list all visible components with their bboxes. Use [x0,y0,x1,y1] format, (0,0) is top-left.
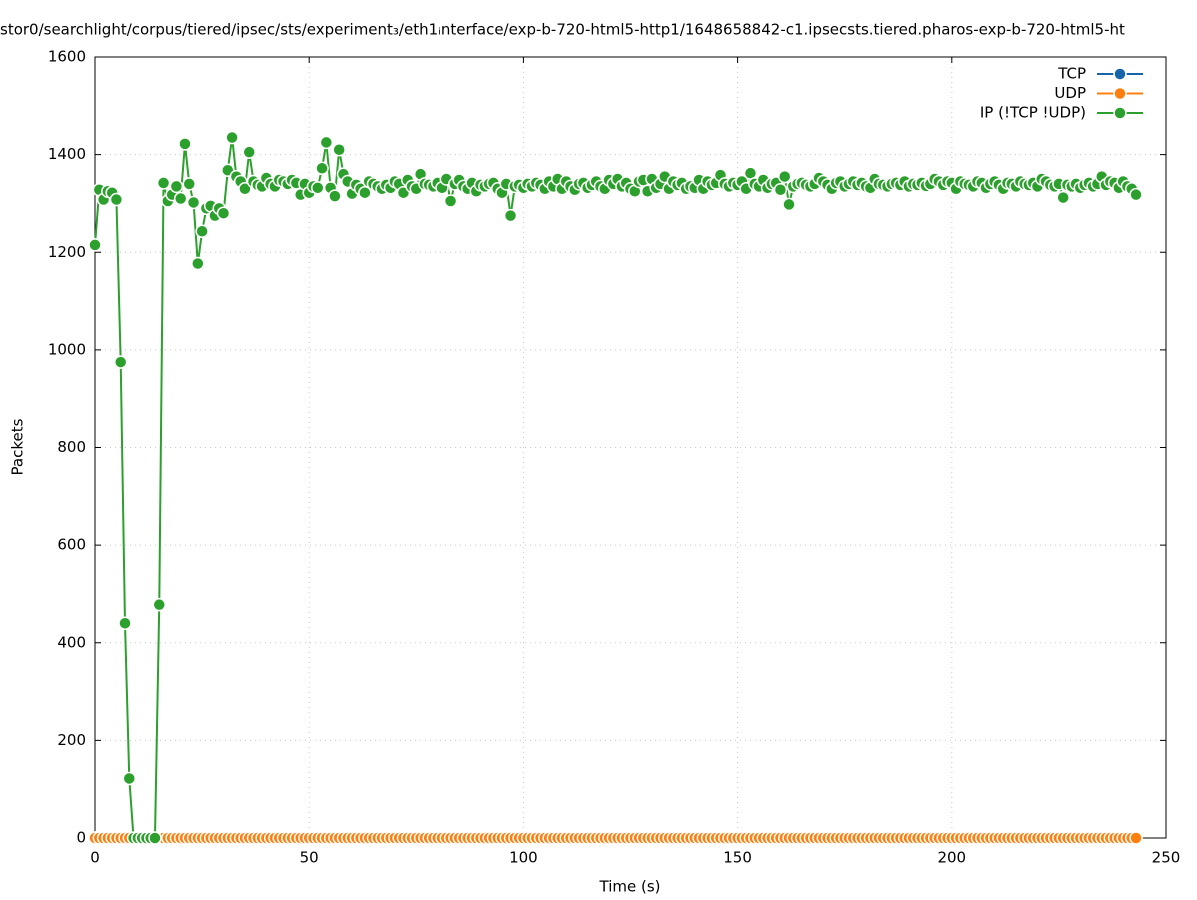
chart-title: stor0/searchlight/corpus/tiered/ipsec/st… [0,21,1125,39]
y-tick-label: 1000 [48,340,86,358]
data-point [191,256,205,271]
y-tick-label: 600 [57,536,86,554]
data-point [216,206,231,220]
data-point [225,130,239,145]
data-point [152,597,167,612]
data-point [118,616,132,630]
x-tick-label: 0 [90,849,100,867]
data-point [503,208,518,223]
data-point [178,137,192,151]
data-point [169,179,184,194]
data-point [88,238,102,252]
data-point [182,177,196,191]
data-point [148,831,162,845]
y-tick-label: 1600 [48,48,86,66]
data-point [328,189,342,203]
data-point [156,176,171,190]
data-point [358,185,372,200]
data-point [311,181,325,195]
data-point [332,142,346,157]
x-tick-label: 100 [509,849,538,867]
data-point [113,355,128,369]
legend-label: TCP [1057,65,1086,83]
data-point [319,135,334,150]
y-tick-label: 800 [57,438,86,456]
data-point [1129,831,1143,845]
x-tick-label: 150 [723,849,752,867]
legend-marker [1113,86,1127,101]
data-point [315,161,329,176]
data-point [777,169,792,184]
y-axis-label: Packets [9,418,27,475]
x-tick-label: 200 [937,849,966,867]
data-point [1129,187,1143,202]
data-point [195,224,209,239]
data-point [1056,190,1070,205]
legend-label: UDP [1054,84,1086,102]
data-point [242,145,256,159]
legend-label: IP (!TCP !UDP) [980,104,1086,122]
data-point [173,191,188,206]
x-axis-label: Time (s) [599,878,661,896]
data-point [122,771,137,786]
data-point [443,194,458,208]
y-tick-label: 200 [57,731,86,749]
y-tick-label: 1400 [48,145,86,163]
data-point [773,183,788,197]
data-point [186,195,201,210]
data-point [238,182,252,196]
x-tick-label: 250 [1152,849,1181,867]
data-point [109,192,124,207]
data-point [782,197,796,212]
y-tick-label: 0 [76,829,86,847]
legend-marker [1113,106,1127,120]
y-tick-label: 400 [57,633,86,651]
x-tick-label: 50 [300,849,319,867]
y-tick-label: 1200 [48,243,86,261]
legend-marker [1113,67,1127,81]
